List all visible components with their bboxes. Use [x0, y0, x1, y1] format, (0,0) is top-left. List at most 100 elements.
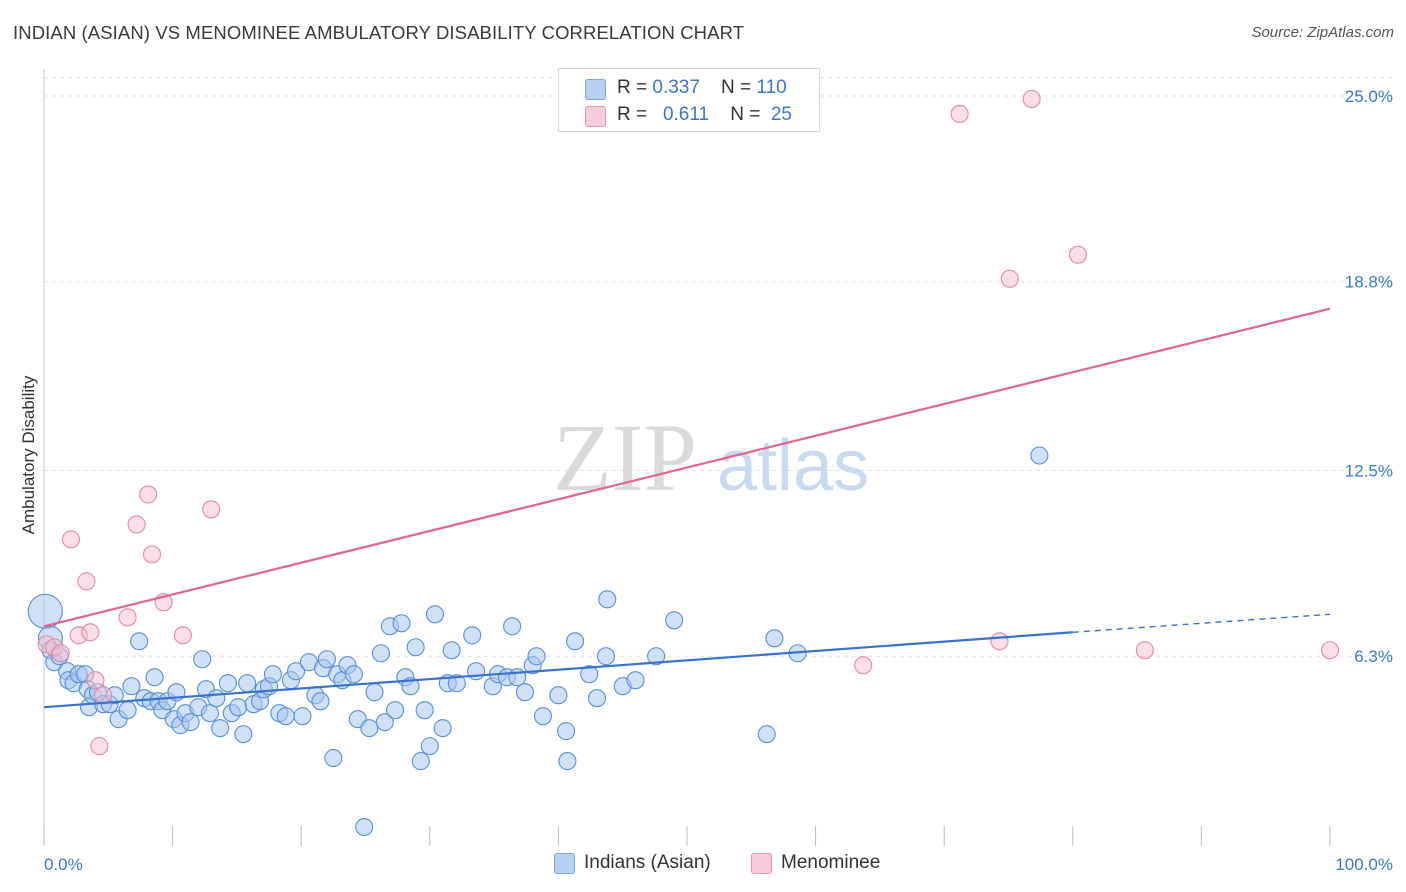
- data-point-menominee: [1022, 89, 1041, 109]
- data-point-indians: [360, 719, 379, 738]
- data-point-indians: [515, 683, 535, 702]
- series-legend: Indians (Asian) Menominee: [0, 851, 1406, 877]
- data-point-indians: [287, 662, 306, 681]
- data-point-indians: [130, 632, 149, 651]
- data-point-indians: [527, 647, 546, 666]
- watermark-zip: ZIP: [553, 404, 697, 511]
- tick-labels: 6.3% 12.5% 18.8% 25.0% 0.0% 100.0%: [44, 87, 1393, 874]
- legend-r-value: 0.337: [652, 77, 700, 98]
- data-point-indians: [118, 701, 137, 720]
- data-point-menominee: [51, 644, 70, 663]
- legend-swatch-pink: [751, 853, 772, 874]
- legend-n-label: N =: [721, 77, 757, 98]
- data-point-indians: [386, 701, 405, 720]
- x-tick-label: 100.0%: [1335, 855, 1393, 874]
- legend-n-value: 110: [756, 77, 787, 98]
- data-point-indians: [355, 817, 374, 837]
- data-point-indians: [463, 626, 482, 645]
- data-point-indians: [293, 707, 312, 726]
- data-point-indians: [433, 719, 452, 738]
- data-point-indians: [598, 590, 617, 609]
- legend-label-menominee: Menominee: [781, 852, 881, 873]
- data-point-menominee: [118, 608, 137, 627]
- data-point-menominee: [81, 623, 100, 642]
- trend-line-indians-extension: [1072, 613, 1331, 633]
- data-point-indians: [425, 605, 444, 624]
- data-point-indians: [375, 713, 394, 732]
- data-point-indians: [311, 692, 330, 711]
- chart-title: INDIAN (ASIAN) VS MENOMINEE AMBULATORY D…: [13, 22, 745, 43]
- trend-line-menominee: [43, 307, 1331, 628]
- data-point-indians: [211, 719, 230, 738]
- y-tick-label: 25.0%: [1345, 87, 1393, 106]
- data-point-indians: [276, 707, 295, 726]
- grid-lines: [44, 77, 1394, 657]
- watermark-atlas: atlas: [717, 426, 869, 506]
- x-tick-label: 0.0%: [44, 855, 83, 874]
- data-point-menominee: [61, 530, 81, 549]
- data-point-menominee: [77, 572, 96, 591]
- y-axis-label: Ambulatory Disability: [19, 375, 38, 534]
- watermark: ZIP atlas: [553, 404, 869, 511]
- data-point-menominee: [1320, 641, 1340, 660]
- data-point-indians: [238, 674, 257, 693]
- legend-swatch-blue: [585, 79, 606, 100]
- data-point-indians: [371, 644, 390, 663]
- data-point-indians: [587, 689, 607, 708]
- y-tick-label: 6.3%: [1354, 647, 1393, 666]
- data-point-indians: [420, 737, 439, 756]
- data-point-menominee: [950, 104, 969, 123]
- data-point-indians: [229, 698, 248, 717]
- data-point-indians: [145, 668, 164, 687]
- data-point-menominee: [1000, 269, 1019, 288]
- data-point-indians: [765, 629, 784, 648]
- data-point-indians: [406, 638, 425, 657]
- data-point-indians: [647, 647, 666, 666]
- legend-label-indians: Indians (Asian): [584, 852, 711, 873]
- data-point-menominee: [202, 500, 221, 519]
- data-point-indians: [665, 611, 684, 630]
- data-point-indians: [757, 725, 776, 744]
- y-tick-label: 18.8%: [1345, 273, 1393, 292]
- data-point-menominee: [90, 737, 109, 756]
- legend-swatch-pink: [585, 106, 606, 127]
- legend-text: R = 0.337 N = 110: [617, 77, 787, 99]
- legend-swatch-blue: [554, 853, 575, 874]
- data-point-indians: [365, 683, 384, 702]
- data-point-indians: [533, 707, 553, 726]
- data-point-indians: [263, 665, 282, 684]
- data-point-indians: [401, 677, 420, 696]
- series-menominee: [37, 89, 1340, 756]
- data-point-menominee: [1068, 245, 1087, 264]
- legend-n-label: N =: [730, 104, 766, 125]
- axes: [43, 69, 1331, 846]
- data-point-menominee: [1135, 641, 1154, 660]
- legend-text: R = 0.611 N = 25: [617, 104, 792, 126]
- legend-r-label: R =: [617, 104, 653, 125]
- trend-lines: [43, 307, 1331, 709]
- data-point-indians: [411, 752, 430, 771]
- data-point-indians: [344, 665, 363, 684]
- data-point-indians: [207, 689, 226, 708]
- y-tick-label: 12.5%: [1345, 461, 1393, 480]
- data-point-indians: [234, 725, 253, 744]
- data-point-indians: [122, 677, 141, 696]
- data-point-indians: [557, 722, 576, 741]
- legend-n-value: 25: [765, 104, 792, 125]
- data-point-menominee: [127, 515, 146, 534]
- data-point-indians: [566, 632, 585, 651]
- data-point-menominee: [86, 671, 105, 690]
- data-point-indians: [200, 704, 219, 723]
- data-point-indians: [193, 650, 212, 669]
- data-point-menominee: [94, 686, 113, 705]
- data-point-menominee: [854, 656, 873, 675]
- data-point-menominee: [990, 632, 1009, 651]
- data-point-indians: [317, 650, 336, 669]
- data-point-indians: [596, 647, 616, 666]
- data-point-indians: [626, 671, 645, 690]
- trend-line-indians: [43, 631, 1073, 709]
- correlation-legend: R = 0.337 N = 110 R = 0.611 N = 25: [558, 68, 820, 132]
- data-point-indians: [181, 713, 200, 732]
- data-point-indians: [392, 614, 411, 633]
